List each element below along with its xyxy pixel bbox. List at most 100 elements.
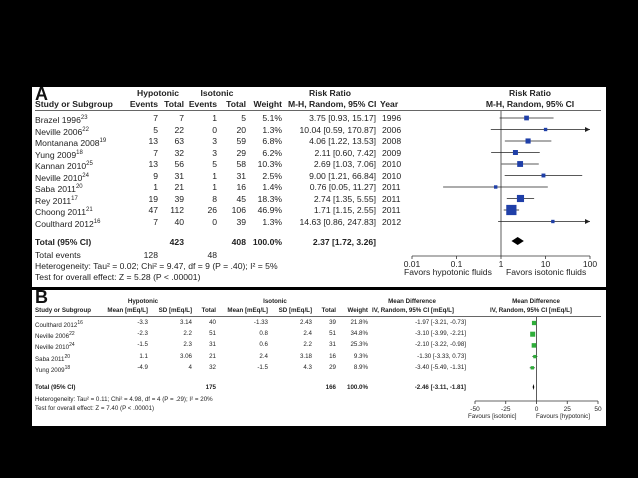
b-study-name: Neville 201024 xyxy=(35,342,75,352)
b-total-weight: 100.0% xyxy=(347,384,368,391)
study-reference: 21 xyxy=(85,207,93,213)
study-reference: 24 xyxy=(69,342,75,349)
study-year: 2006 xyxy=(382,124,402,135)
study-reference: 20 xyxy=(75,184,83,190)
b-mean-difference-ci: -3.40 [-5.49, -1.31] xyxy=(415,363,466,371)
total-label: Total (95% CI) xyxy=(35,237,92,247)
total-isotonic: 59 xyxy=(236,136,246,146)
x-tick-label: 25 xyxy=(564,406,572,413)
study-year: 2008 xyxy=(382,136,402,146)
col-events-isotonic: Events xyxy=(188,99,217,109)
b-group-header-isotonic: Isotonic xyxy=(263,298,287,305)
group-header-isotonic: Isotonic xyxy=(200,88,234,98)
events-isotonic: 8 xyxy=(212,193,217,204)
total-hypotonic: 22 xyxy=(174,124,184,135)
col-method: M-H, Random, 95% CI xyxy=(288,99,377,109)
events-hypotonic: 5 xyxy=(153,124,158,135)
b-sd-hypotonic: 3.06 xyxy=(179,352,192,360)
study-reference: 16 xyxy=(77,320,83,326)
events-hypotonic: 1 xyxy=(153,182,158,192)
risk-ratio-ci: 2.69 [1.03, 7.06] xyxy=(313,159,376,169)
total-n-isotonic: 408 xyxy=(231,237,246,247)
b-col-method: IV, Random, 95% CI [mEq/L] xyxy=(372,307,454,314)
pooled-diamond xyxy=(532,384,535,390)
risk-ratio-ci: 2.74 [1.35, 5.55] xyxy=(313,193,376,204)
weight: 5.1% xyxy=(262,113,282,123)
study-marker xyxy=(516,194,525,203)
risk-ratio-ci: 1.71 [1.15, 2.55] xyxy=(313,205,376,215)
col-total-isotonic: Total xyxy=(226,99,246,109)
b-col-sd-isotonic: SD [mEq/L] xyxy=(278,307,312,314)
total-isotonic: 20 xyxy=(236,124,246,135)
favors-hypotonic: Favors hypotonic fluids xyxy=(404,267,492,277)
b-study-name: Yung 200918 xyxy=(35,364,71,374)
study-year: 1996 xyxy=(382,113,402,123)
risk-ratio-ci: 10.04 [0.59, 170.87] xyxy=(299,124,376,135)
events-isotonic: 0 xyxy=(212,124,217,135)
b-weight: 8.9% xyxy=(353,363,368,371)
total-hypotonic: 56 xyxy=(174,159,184,169)
study-marker xyxy=(530,366,534,370)
study-reference: 18 xyxy=(64,364,71,371)
study-year: 2011 xyxy=(382,205,401,215)
total-isotonic: 5 xyxy=(241,113,246,123)
study-reference: 16 xyxy=(93,218,101,225)
events-hypotonic: 19 xyxy=(148,193,158,204)
events-isotonic: 1 xyxy=(212,113,217,123)
study-year: 2011 xyxy=(382,193,401,204)
study-name: Yung 200918 xyxy=(35,149,83,160)
study-reference: 20 xyxy=(64,353,71,360)
x-tick-label: 50 xyxy=(594,406,602,413)
b-mean-difference-ci: -3.10 [-3.99, -2.21] xyxy=(415,330,466,338)
study-marker xyxy=(530,331,536,337)
b-col-mean-hypotonic: Mean [mEq/L] xyxy=(107,307,148,314)
b-weight: 34.8% xyxy=(350,330,368,338)
forest-plot-a: 0.01 0.1 1 10 100 xyxy=(404,111,597,269)
study-marker xyxy=(543,127,548,132)
b-weight: 9.3% xyxy=(353,352,368,360)
study-marker xyxy=(533,354,537,359)
plot-header-risk-ratio: Risk Ratio xyxy=(508,88,552,98)
b-mean-difference-ci: -1.97 [-3.21, -0.73] xyxy=(415,319,466,326)
total-hypotonic: 31 xyxy=(174,170,184,181)
study-year: 2012 xyxy=(382,216,402,227)
study-reference: 18 xyxy=(76,149,83,156)
study-name: Brazel 199623 xyxy=(35,114,88,125)
b-sd-isotonic: 2.43 xyxy=(299,319,312,326)
total-events-isotonic: 48 xyxy=(207,250,217,260)
favours-isotonic: Favours [isotonic] xyxy=(468,413,517,420)
total-isotonic: 106 xyxy=(231,205,246,215)
header-rule xyxy=(35,110,601,111)
x-tick-label: 100 xyxy=(583,259,597,269)
b-col-study: Study or Subgroup xyxy=(35,307,92,314)
heterogeneity-a: Heterogeneity: Tau² = 0.02; Chi² = 9.47,… xyxy=(35,261,278,271)
events-hypotonic: 7 xyxy=(153,147,158,158)
group-header-hypotonic: Hypotonic xyxy=(136,88,179,98)
b-total-isotonic: 31 xyxy=(329,341,336,349)
pooled-diamond xyxy=(511,237,524,245)
total-isotonic: 39 xyxy=(236,216,246,227)
study-year: 2009 xyxy=(382,147,402,158)
favours-hypotonic: Favours [hypotonic] xyxy=(536,413,590,420)
weight: 1.4% xyxy=(262,182,282,192)
risk-ratio-ci: 2.11 [0.60, 7.42] xyxy=(314,147,376,158)
study-name: Montanana 200819 xyxy=(35,137,107,148)
b-mean-hypotonic: -2.3 xyxy=(137,330,148,338)
b-col-sd-hypotonic: SD [mEq/L] xyxy=(158,307,192,314)
study-marker xyxy=(525,138,531,144)
b-sd-hypotonic: 2.3 xyxy=(183,341,192,349)
study-marker xyxy=(493,185,498,189)
study-year: 2011 xyxy=(382,182,401,192)
events-isotonic: 3 xyxy=(212,136,217,146)
x-tick-label: 0.1 xyxy=(451,259,463,269)
weight: 1.3% xyxy=(262,216,282,227)
b-total-hypotonic: 51 xyxy=(209,330,216,338)
b-col-weight: Weight xyxy=(347,307,368,314)
total-isotonic: 31 xyxy=(236,170,246,181)
panel-b: B Hypotonic Isotonic Mean Difference Mea… xyxy=(32,287,606,426)
x-tick-label: 10 xyxy=(541,259,551,269)
weight: 18.3% xyxy=(257,193,282,204)
total-n-hypotonic: 423 xyxy=(169,237,184,247)
study-name: Choong 201121 xyxy=(35,206,93,217)
heterogeneity-b: Heterogeneity: Tau² = 0.11; Chi² = 4.98,… xyxy=(35,396,213,403)
